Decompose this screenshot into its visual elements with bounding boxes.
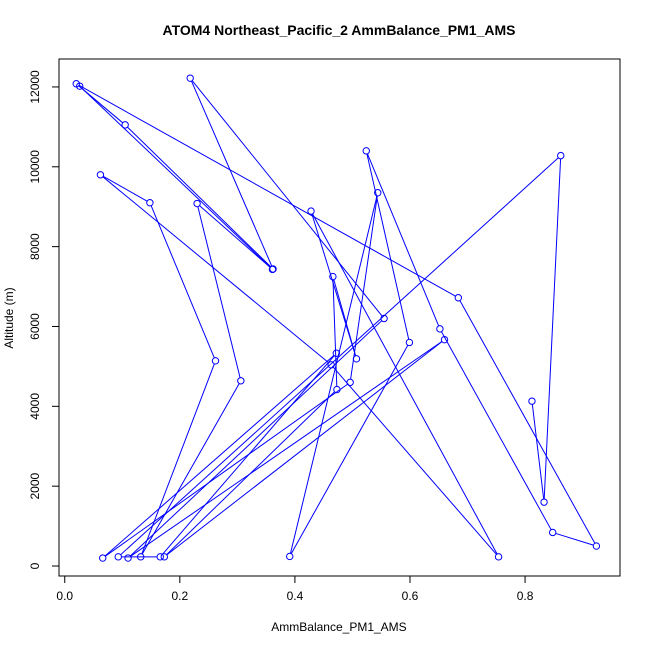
series-segment	[441, 331, 552, 530]
series-segment	[197, 206, 241, 378]
x-tick-label: 0.2	[171, 589, 188, 603]
series-segment	[141, 383, 240, 555]
series-segment	[102, 175, 148, 202]
series-points	[72, 74, 601, 562]
data-point	[160, 553, 168, 561]
series-lines	[78, 80, 596, 558]
data-point	[186, 74, 194, 82]
series-segment	[350, 195, 378, 380]
chart-title: ATOM4 Northeast_Pacific_2 AmmBalance_PM1…	[163, 22, 516, 38]
series-segment	[332, 366, 497, 555]
data-point	[268, 265, 277, 274]
data-point	[146, 199, 154, 207]
series-segment	[102, 176, 330, 364]
series-segment	[127, 126, 272, 268]
data-point	[494, 553, 503, 561]
y-tick-label: 2000	[28, 473, 42, 500]
data-point	[362, 147, 370, 155]
series-segment	[78, 84, 456, 297]
series-segment	[166, 341, 443, 556]
data-point	[557, 151, 565, 160]
series-segment	[130, 320, 383, 557]
series-segment	[459, 300, 596, 544]
y-tick-label: 6000	[28, 313, 42, 340]
series-segment	[290, 345, 409, 554]
series-segment	[332, 279, 338, 387]
series-segment	[312, 213, 498, 555]
series-segment	[104, 354, 335, 557]
series-segment	[120, 157, 559, 556]
x-tick-label: 0.0	[56, 589, 73, 603]
data-point	[405, 338, 414, 347]
x-tick-label: 0.8	[517, 589, 534, 603]
data-point	[592, 542, 601, 550]
series-segment	[191, 80, 383, 317]
data-point	[76, 82, 84, 90]
y-tick-label: 4000	[28, 393, 42, 420]
series-segment	[105, 383, 348, 557]
x-tick-label: 0.6	[402, 589, 419, 603]
plot-frame	[58, 58, 621, 577]
series-segment	[531, 404, 545, 500]
y-tick-label: 12000	[28, 70, 42, 104]
data-point	[307, 207, 315, 215]
y-axis: 0 2000 4000 6000 8000 10000 12000	[28, 70, 60, 569]
y-tick-label: 10000	[28, 150, 42, 184]
data-point	[121, 121, 129, 129]
series-segment	[141, 363, 215, 555]
data-point	[96, 171, 105, 179]
data-point	[286, 552, 294, 561]
y-tick-label: 8000	[28, 233, 42, 260]
series-segment	[543, 158, 562, 499]
series-segment	[366, 153, 410, 340]
data-point	[454, 294, 463, 302]
series-segment	[199, 205, 271, 268]
data-point	[237, 377, 245, 385]
data-point	[548, 528, 557, 537]
data-point	[352, 355, 361, 363]
series-segment	[555, 532, 594, 546]
x-tick-label: 0.4	[287, 589, 304, 603]
series-segment	[150, 205, 215, 359]
y-axis-label: Altitude (m)	[2, 287, 16, 348]
series-segment	[289, 195, 378, 554]
data-point	[540, 498, 548, 506]
data-point	[137, 553, 145, 561]
x-axis: 0.0 0.2 0.4 0.6 0.8	[56, 575, 534, 603]
data-point	[99, 554, 107, 562]
data-point	[333, 385, 341, 394]
y-tick-label: 0	[28, 562, 42, 569]
data-point	[528, 397, 536, 405]
data-point	[332, 349, 341, 357]
data-point	[327, 361, 335, 369]
data-point	[346, 378, 354, 387]
data-point	[436, 325, 444, 333]
data-point	[193, 199, 201, 208]
series-segment	[81, 87, 271, 268]
series-segment	[166, 391, 335, 555]
x-axis-label: AmmBalance_PM1_AMS	[271, 620, 406, 634]
data-point	[440, 335, 449, 344]
data-point	[211, 357, 220, 365]
series-segment	[191, 80, 273, 267]
data-point	[329, 272, 337, 281]
data-point	[114, 553, 122, 561]
series-segment	[311, 214, 357, 356]
data-point	[380, 314, 388, 323]
data-point	[374, 189, 382, 197]
data-point	[124, 554, 132, 562]
series-segment	[130, 341, 443, 557]
data-point	[156, 553, 164, 561]
series-segment	[367, 153, 440, 327]
